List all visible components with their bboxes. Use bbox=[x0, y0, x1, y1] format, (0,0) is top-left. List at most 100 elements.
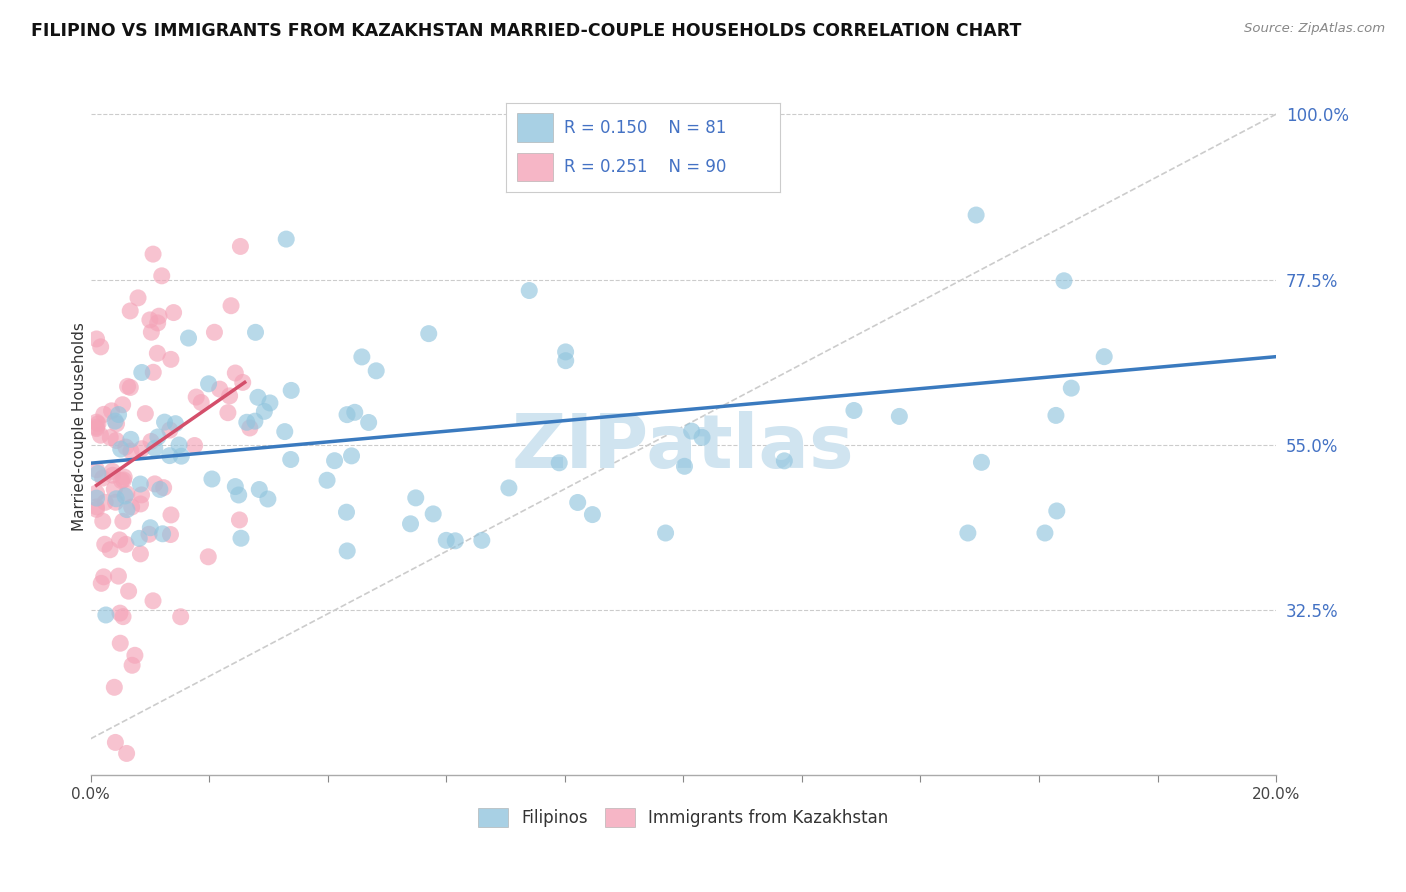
Point bbox=[142, 365, 165, 379]
Point bbox=[581, 508, 603, 522]
Point bbox=[228, 488, 250, 502]
Point bbox=[111, 514, 134, 528]
Bar bbox=[517, 113, 553, 142]
Point bbox=[229, 239, 252, 253]
Point bbox=[127, 291, 149, 305]
Point bbox=[129, 497, 152, 511]
Point bbox=[146, 346, 169, 360]
Point bbox=[128, 532, 150, 546]
Point bbox=[120, 304, 142, 318]
Point bbox=[131, 442, 153, 456]
Point bbox=[139, 434, 162, 449]
Point bbox=[471, 533, 494, 548]
Point bbox=[111, 398, 134, 412]
Point bbox=[93, 408, 115, 422]
Point bbox=[889, 409, 911, 424]
Text: FILIPINO VS IMMIGRANTS FROM KAZAKHSTAN MARRIED-COUPLE HOUSEHOLDS CORRELATION CHA: FILIPINO VS IMMIGRANTS FROM KAZAKHSTAN M… bbox=[31, 22, 1021, 40]
Point bbox=[110, 636, 132, 650]
Point bbox=[498, 481, 520, 495]
Point bbox=[208, 382, 231, 396]
Point bbox=[87, 417, 110, 431]
Point bbox=[162, 305, 184, 319]
Point bbox=[105, 434, 128, 448]
Point bbox=[253, 404, 276, 418]
Point bbox=[98, 542, 121, 557]
Point bbox=[197, 376, 219, 391]
Point bbox=[150, 268, 173, 283]
Point bbox=[86, 502, 108, 516]
Point bbox=[183, 438, 205, 452]
Point bbox=[336, 408, 359, 422]
Text: Source: ZipAtlas.com: Source: ZipAtlas.com bbox=[1244, 22, 1385, 36]
Point bbox=[105, 491, 128, 506]
Point bbox=[567, 495, 589, 509]
Point bbox=[86, 463, 108, 477]
Point bbox=[170, 449, 193, 463]
Point bbox=[149, 483, 172, 497]
Point bbox=[139, 313, 162, 327]
Point bbox=[956, 526, 979, 541]
Point bbox=[86, 415, 108, 429]
Point bbox=[152, 481, 174, 495]
Text: R = 0.251    N = 90: R = 0.251 N = 90 bbox=[564, 158, 725, 176]
Point bbox=[257, 491, 280, 506]
Point bbox=[259, 396, 281, 410]
Point bbox=[186, 390, 208, 404]
Point bbox=[139, 521, 162, 535]
Point bbox=[204, 326, 226, 340]
Point bbox=[134, 407, 156, 421]
Point bbox=[143, 442, 166, 456]
Point bbox=[160, 352, 183, 367]
Point bbox=[120, 433, 142, 447]
Point bbox=[673, 459, 696, 474]
Point bbox=[105, 417, 128, 431]
Point bbox=[167, 438, 190, 452]
Point bbox=[87, 467, 110, 481]
Point bbox=[120, 444, 142, 458]
Point bbox=[90, 340, 112, 354]
Point bbox=[366, 364, 388, 378]
Point bbox=[444, 533, 467, 548]
Point bbox=[554, 353, 576, 368]
Point bbox=[218, 389, 240, 403]
Point bbox=[201, 472, 224, 486]
Point bbox=[219, 299, 242, 313]
Point bbox=[350, 350, 373, 364]
Point bbox=[159, 527, 181, 541]
Point bbox=[131, 366, 153, 380]
Point bbox=[94, 537, 117, 551]
Point bbox=[146, 316, 169, 330]
Point bbox=[152, 526, 174, 541]
Point bbox=[86, 422, 108, 436]
Point bbox=[773, 454, 796, 468]
Point bbox=[117, 584, 139, 599]
Point bbox=[121, 658, 143, 673]
Point bbox=[121, 500, 143, 514]
Point bbox=[228, 513, 250, 527]
Point bbox=[224, 479, 246, 493]
Point bbox=[104, 735, 127, 749]
Point bbox=[224, 366, 246, 380]
Point bbox=[245, 326, 267, 340]
Point bbox=[89, 428, 111, 442]
Bar bbox=[517, 153, 553, 181]
Point bbox=[160, 508, 183, 522]
Point bbox=[142, 247, 165, 261]
Point bbox=[842, 403, 865, 417]
Point bbox=[124, 648, 146, 663]
Point bbox=[115, 747, 138, 761]
Point bbox=[165, 417, 187, 431]
Point bbox=[141, 325, 163, 339]
Point bbox=[681, 424, 703, 438]
Point bbox=[236, 415, 259, 429]
Point bbox=[197, 549, 219, 564]
Point bbox=[103, 681, 125, 695]
Point bbox=[129, 547, 152, 561]
Point bbox=[107, 569, 129, 583]
Point bbox=[86, 491, 108, 505]
Point bbox=[86, 420, 108, 434]
Point bbox=[112, 609, 135, 624]
Point bbox=[142, 594, 165, 608]
Point bbox=[115, 537, 138, 551]
Point bbox=[114, 489, 136, 503]
